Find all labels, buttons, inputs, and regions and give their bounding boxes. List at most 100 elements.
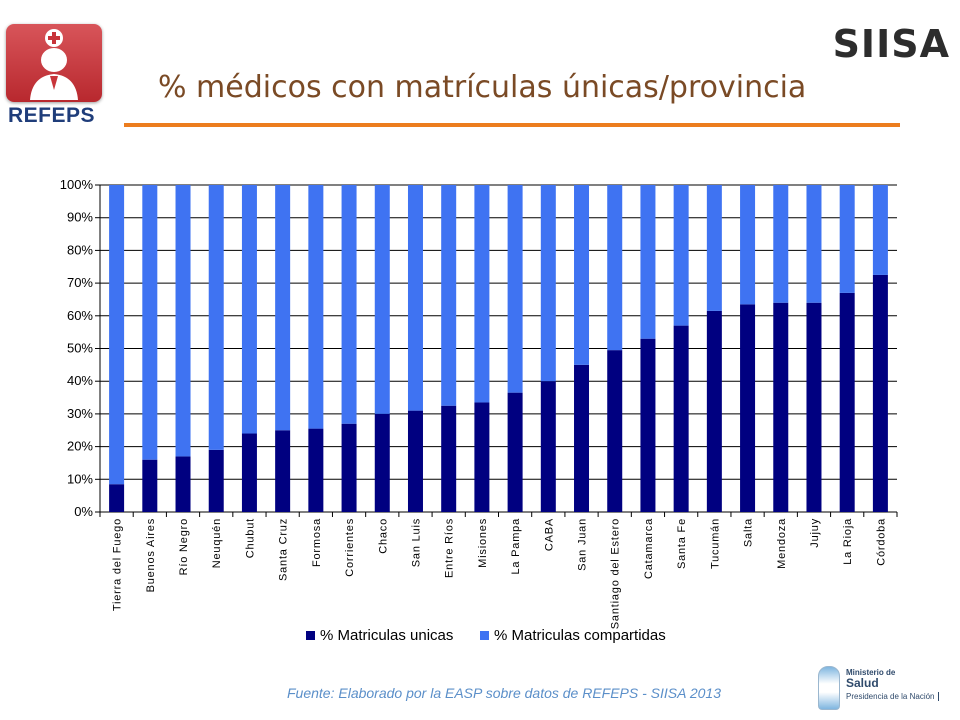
x-tick-label: Santiago del Estero xyxy=(610,518,622,629)
y-tick-label: 60% xyxy=(67,308,93,323)
bar-compartidas xyxy=(175,185,191,457)
y-tick-label: 30% xyxy=(67,406,93,421)
bar-unicas xyxy=(142,459,158,512)
page-title: % médicos con matrículas únicas/provinci… xyxy=(158,70,807,105)
legend-swatch-unicas xyxy=(306,631,315,640)
bar-compartidas xyxy=(706,185,722,311)
bar-compartidas xyxy=(474,185,490,403)
bar-unicas xyxy=(109,484,125,512)
bar-unicas xyxy=(673,325,689,512)
bar-unicas xyxy=(374,413,390,512)
title-rule xyxy=(124,123,900,127)
bar-compartidas xyxy=(374,185,390,414)
bar-compartidas xyxy=(109,185,125,485)
y-tick-label: 0% xyxy=(74,504,93,519)
x-tick-label: San Luis xyxy=(410,518,422,567)
bar-unicas xyxy=(275,430,291,512)
y-tick-label: 100% xyxy=(60,177,94,192)
bar-unicas xyxy=(574,364,590,512)
x-tick-label: Buenos Aires xyxy=(145,518,157,592)
bar-compartidas xyxy=(806,185,822,303)
bar-compartidas xyxy=(407,185,423,411)
bar-compartidas xyxy=(441,185,457,406)
bar-compartidas xyxy=(241,185,257,434)
x-tick-label: Catamarca xyxy=(643,518,655,579)
x-tick-label: Formosa xyxy=(311,518,323,567)
bar-compartidas xyxy=(574,185,590,365)
legend-swatch-compartidas xyxy=(480,631,489,640)
bar-compartidas xyxy=(607,185,623,351)
bar-unicas xyxy=(706,310,722,512)
bar-compartidas xyxy=(308,185,324,429)
bar-compartidas xyxy=(275,185,291,431)
bar-unicas xyxy=(839,292,855,512)
x-tick-label: Salta xyxy=(743,518,755,547)
x-tick-label: Córdoba xyxy=(875,518,887,566)
bar-unicas xyxy=(441,405,457,512)
y-tick-label: 20% xyxy=(67,439,93,454)
x-tick-label: Tucumán xyxy=(709,518,721,569)
x-tick-label: Tierra del Fuego xyxy=(112,518,124,611)
bar-compartidas xyxy=(341,185,357,424)
bar-compartidas xyxy=(142,185,158,460)
x-tick-label: Santa Fe xyxy=(676,518,688,569)
bar-unicas xyxy=(740,304,756,512)
bar-unicas xyxy=(208,449,224,512)
argentina-emblem-icon xyxy=(818,666,840,710)
bar-unicas xyxy=(308,428,324,512)
x-tick-label: CABA xyxy=(543,518,555,551)
x-tick-label: Chubut xyxy=(244,518,256,558)
bar-unicas xyxy=(872,274,888,512)
y-tick-label: 10% xyxy=(67,471,93,486)
bar-compartidas xyxy=(640,185,656,339)
bar-unicas xyxy=(507,392,523,512)
bar-compartidas xyxy=(507,185,523,393)
x-tick-label: San Juan xyxy=(577,518,589,571)
x-tick-label: Chaco xyxy=(377,518,389,554)
x-tick-label: Río Negro xyxy=(178,518,190,575)
bar-unicas xyxy=(407,410,423,512)
bar-unicas xyxy=(341,423,357,512)
x-tick-label: La Pampa xyxy=(510,518,522,575)
legend-label-compartidas: % Matriculas compartidas xyxy=(494,627,666,644)
x-tick-label: Misiones xyxy=(477,518,489,568)
y-tick-label: 90% xyxy=(67,210,93,225)
bar-compartidas xyxy=(839,185,855,293)
ministry-line3: Presidencia de la Nación xyxy=(846,692,939,701)
stacked-bar-chart: 0% 10% 20% 30% 40% 50% 60% 70% 80% 90% 100% Tierra … xyxy=(60,177,898,644)
x-tick-label: Entre Ríos xyxy=(444,518,456,578)
source-note: Fuente: Elaborado por la EASP sobre dato… xyxy=(287,685,721,701)
doctor-icon xyxy=(30,29,78,100)
ministry-line2: Salud xyxy=(846,676,879,690)
bar-compartidas xyxy=(872,185,888,275)
bar-unicas xyxy=(806,302,822,512)
bar-unicas xyxy=(607,350,623,512)
ministry-logo: Ministerio de Salud Presidencia de la Na… xyxy=(818,664,948,710)
y-tick-label: 80% xyxy=(67,242,93,257)
bar-unicas xyxy=(474,402,490,512)
x-tick-label: Santa Cruz xyxy=(278,518,290,581)
bar-unicas xyxy=(773,302,789,512)
x-tick-label: Mendoza xyxy=(776,518,788,569)
bar-unicas xyxy=(241,433,257,512)
x-tick-label: Neuquén xyxy=(211,518,223,568)
bar-unicas xyxy=(640,338,656,512)
x-tick-label: La Rioja xyxy=(842,518,854,565)
bar-compartidas xyxy=(540,185,556,382)
legend-label-unicas: % Matriculas unicas xyxy=(320,627,453,644)
bar-unicas xyxy=(540,381,556,512)
bar-unicas xyxy=(175,456,191,512)
x-tick-label: Jujuy xyxy=(809,518,821,548)
bar-compartidas xyxy=(208,185,224,450)
logo-text: REFEPS xyxy=(8,104,96,127)
x-tick-label: Corrientes xyxy=(344,518,356,577)
refeps-logo xyxy=(6,24,102,102)
bar-compartidas xyxy=(773,185,789,303)
siisa-logo: SIISA xyxy=(832,22,950,66)
y-tick-label: 40% xyxy=(67,373,93,388)
bar-compartidas xyxy=(740,185,756,305)
bar-compartidas xyxy=(673,185,689,326)
y-tick-label: 50% xyxy=(67,341,93,356)
y-tick-label: 70% xyxy=(67,275,93,290)
ministry-line1: Ministerio de xyxy=(846,668,896,677)
